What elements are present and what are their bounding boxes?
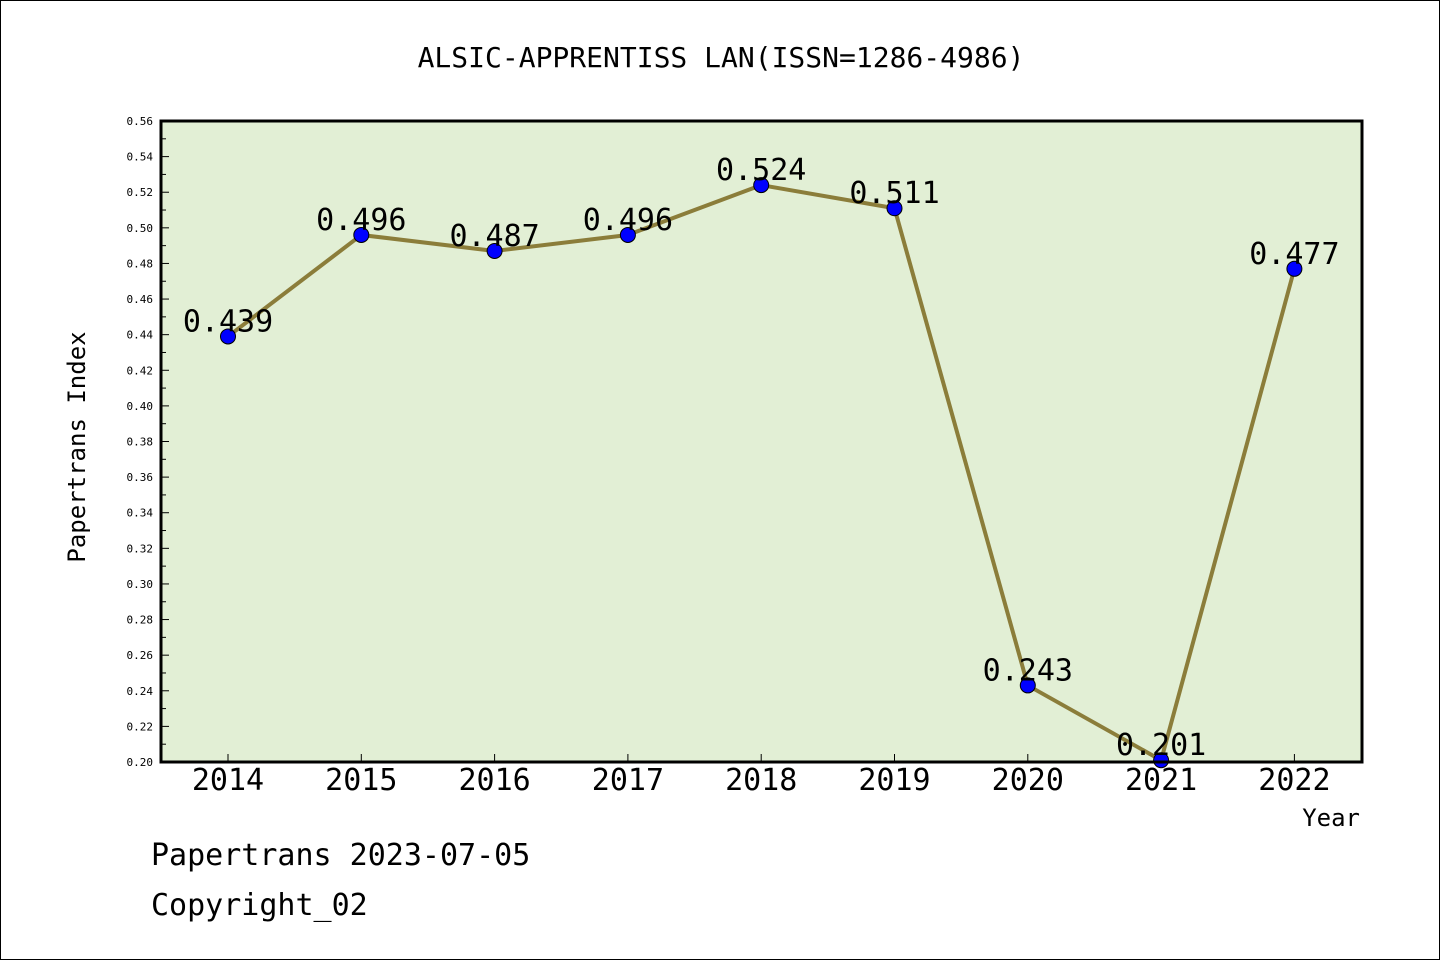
y-tick-label: 0.36	[127, 471, 154, 484]
y-tick-label: 0.32	[127, 542, 154, 555]
y-tick-label: 0.56	[127, 115, 154, 128]
data-label: 0.487	[449, 219, 539, 254]
y-tick-label: 0.54	[127, 151, 154, 164]
y-tick-label: 0.26	[127, 649, 154, 662]
y-tick-label: 0.24	[127, 685, 154, 698]
x-tick-label: 2022	[1258, 763, 1330, 798]
data-label: 0.477	[1249, 237, 1339, 272]
data-labels: 0.439 0.496 0.487 0.496 0.524 0.511 0.243 0.201…	[183, 153, 1340, 763]
data-label: 0.511	[849, 176, 939, 211]
footer-date: Papertrans 2023-07-05	[151, 838, 530, 873]
y-tick-label: 0.30	[127, 578, 154, 591]
footer-copyright: Copyright_02	[151, 888, 368, 923]
x-tick-label: 2017	[592, 763, 664, 798]
y-tick-label: 0.50	[127, 222, 154, 235]
data-point	[1286, 260, 1303, 277]
x-tick-label: 2020	[992, 763, 1064, 798]
y-tick-label: 0.42	[127, 364, 154, 377]
data-point	[1019, 677, 1036, 694]
plot-border	[159, 119, 1364, 764]
x-tick-label: 2021	[1125, 763, 1197, 798]
data-point	[220, 328, 236, 345]
y-tick-label: 0.40	[127, 400, 154, 413]
data-label: 0.524	[716, 153, 806, 188]
data-point	[619, 226, 636, 243]
y-tick-label: 0.44	[127, 329, 154, 342]
x-tick-label: 2016	[458, 763, 530, 798]
data-label: 0.439	[183, 304, 273, 339]
y-axis: 0.20 0.22 0.24 0.26 0.28 0.30 0.32 0.34 0.36 0.38…	[127, 115, 169, 769]
data-label: 0.496	[316, 203, 406, 238]
x-tick-label: 2014	[192, 763, 264, 798]
y-tick-label: 0.38	[127, 436, 154, 449]
y-tick-label: 0.28	[127, 614, 154, 627]
x-tick-label: 2015	[325, 763, 397, 798]
data-point	[486, 242, 503, 259]
y-tick-label: 0.20	[127, 756, 154, 769]
x-tick-label: 2018	[725, 763, 797, 798]
data-point	[1153, 752, 1170, 769]
data-point	[353, 226, 370, 243]
y-axis-label: Papertrans Index	[63, 331, 91, 562]
x-axis: 2014 2015 2016 2017 2018 2019 2020 2021 2022	[192, 754, 1331, 798]
y-tick-label: 0.46	[127, 293, 154, 306]
data-label: 0.201	[1116, 728, 1206, 763]
x-axis-label: Year	[1302, 804, 1360, 832]
y-tick-label: 0.34	[127, 507, 154, 520]
chart-title: ALSIC-APPRENTISS LAN(ISSN=1286-4986)	[418, 41, 1025, 74]
data-point	[886, 200, 903, 217]
series-line-group	[220, 177, 1303, 769]
data-label: 0.243	[983, 653, 1073, 688]
x-tick-label: 2019	[858, 763, 930, 798]
data-label: 0.496	[583, 203, 673, 238]
y-tick-label: 0.52	[127, 186, 154, 199]
y-tick-label: 0.48	[127, 257, 154, 270]
data-point	[753, 177, 770, 194]
y-tick-label: 0.22	[127, 720, 154, 733]
